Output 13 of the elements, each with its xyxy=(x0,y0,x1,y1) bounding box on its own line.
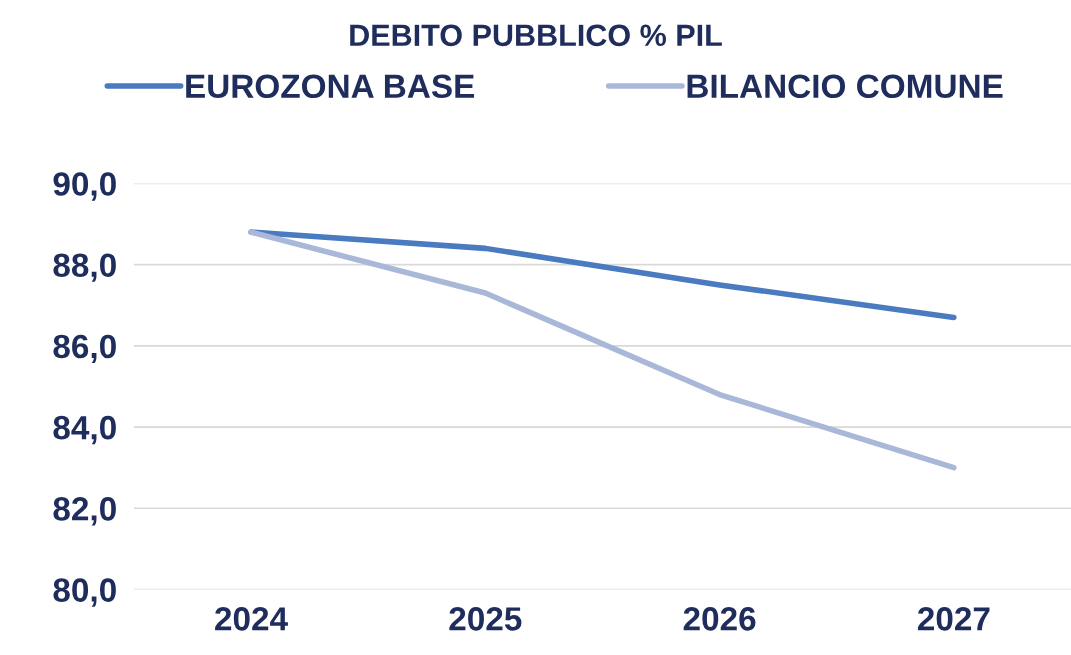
chart-title: DEBITO PUBBLICO % PIL xyxy=(350,24,722,47)
y-tick-label: 88,0 xyxy=(53,253,116,282)
y-tick-label: 84,0 xyxy=(53,415,116,445)
x-tick-label: 2027 xyxy=(917,607,990,631)
y-tick-label: 90,0 xyxy=(53,172,116,201)
legend-label: BILANCIO COMUNE xyxy=(687,74,1003,99)
y-tick-label: 86,0 xyxy=(53,334,116,364)
x-tick-label: 2025 xyxy=(449,607,522,631)
legend-label: EUROZONA BASE xyxy=(186,74,475,99)
x-tick-label: 2024 xyxy=(215,607,288,631)
y-tick-label: 82,0 xyxy=(53,497,116,526)
y-tick-label: 80,0 xyxy=(53,578,116,607)
x-tick-label: 2026 xyxy=(683,607,756,631)
